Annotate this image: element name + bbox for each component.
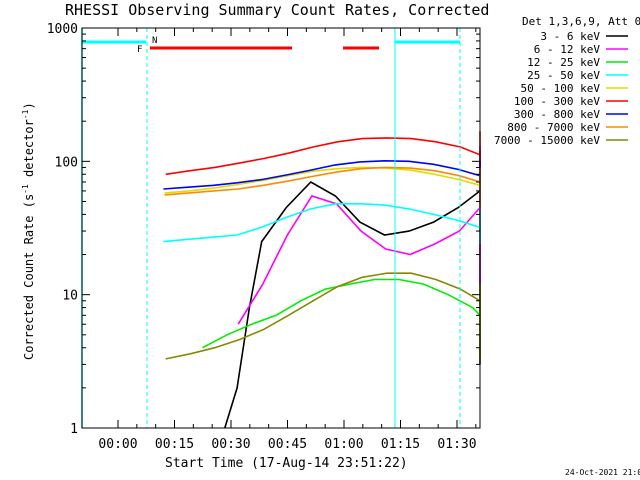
legend-label-2: 12 - 25 keV xyxy=(527,56,600,69)
legend-label-3: 25 - 50 keV xyxy=(527,69,600,82)
x-tick-label: 01:15 xyxy=(381,437,420,452)
series-line-8 xyxy=(165,272,481,360)
flag-f-label: F xyxy=(137,45,142,55)
legend-label-7: 800 - 7000 keV xyxy=(507,121,600,134)
legend-label-5: 100 - 300 keV xyxy=(514,95,600,108)
plot-frame xyxy=(81,27,481,429)
y-label-pre: Corrected Count Rate (s xyxy=(22,194,36,360)
chart-title: RHESSI Observing Summary Count Rates, Co… xyxy=(65,1,489,19)
y-label-sup2: -1 xyxy=(21,109,30,119)
x-tick-label: 00:15 xyxy=(155,437,194,452)
x-tick-label: 01:30 xyxy=(437,437,476,452)
y-axis-ticks: 1 10 100 1000 xyxy=(47,22,480,437)
flag-n-label: N xyxy=(152,36,157,46)
y-axis-label: Corrected Count Rate (s-1 detector-1) xyxy=(21,102,36,360)
y-tick-label: 100 xyxy=(55,155,78,170)
y-tick-label: 1000 xyxy=(47,22,78,37)
legend-label-1: 6 - 12 keV xyxy=(534,43,601,56)
x-tick-label: 00:00 xyxy=(98,437,137,452)
x-tick-label: 00:45 xyxy=(268,437,307,452)
x-tick-label: 01:00 xyxy=(324,437,363,452)
legend-label-6: 300 - 800 keV xyxy=(514,108,600,121)
legend-label-4: 50 - 100 keV xyxy=(521,82,601,95)
x-tick-label: 00:30 xyxy=(211,437,250,452)
series-line-0 xyxy=(224,150,481,429)
y-label-mid: detector xyxy=(22,119,36,184)
legend-label-8: 7000 - 15000 keV xyxy=(494,134,600,147)
series-line-3 xyxy=(163,203,481,244)
y-tick-label: 10 xyxy=(62,289,78,304)
y-label-post: ) xyxy=(22,102,36,109)
legend-label-0: 3 - 6 keV xyxy=(540,30,600,43)
x-axis-ticks: 00:00 00:15 00:30 00:45 01:00 01:15 01:30 xyxy=(98,28,477,452)
traces-layer xyxy=(163,131,481,429)
y-tick-label: 1 xyxy=(70,422,78,437)
y-label-sup1: -1 xyxy=(21,184,30,194)
legend-header: Det 1,3,6,9, Att 0 xyxy=(522,15,640,28)
footer-date: 24-Oct-2021 21:04 xyxy=(565,468,640,477)
x-axis-label: Start Time (17-Aug-14 23:51:22) xyxy=(165,456,408,471)
series-line-6 xyxy=(163,159,481,201)
